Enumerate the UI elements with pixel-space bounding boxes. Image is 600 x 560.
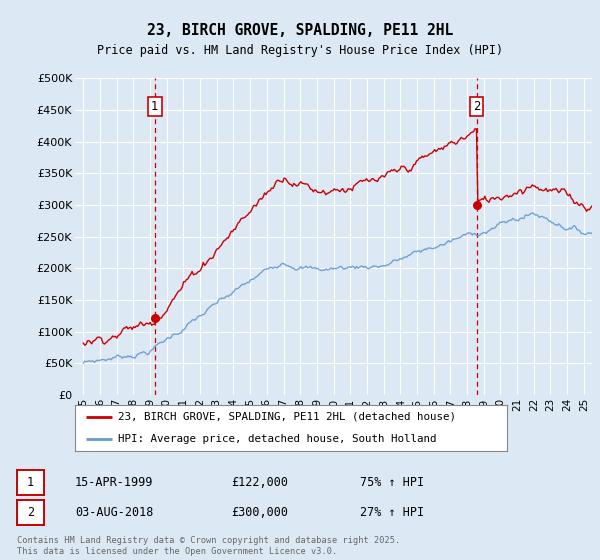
- Text: 23, BIRCH GROVE, SPALDING, PE11 2HL: 23, BIRCH GROVE, SPALDING, PE11 2HL: [147, 24, 453, 38]
- Text: 15-APR-1999: 15-APR-1999: [75, 476, 154, 489]
- Text: £300,000: £300,000: [231, 506, 288, 519]
- Text: 03-AUG-2018: 03-AUG-2018: [75, 506, 154, 519]
- Text: HPI: Average price, detached house, South Holland: HPI: Average price, detached house, Sout…: [118, 434, 437, 444]
- Text: 75% ↑ HPI: 75% ↑ HPI: [360, 476, 424, 489]
- Text: Price paid vs. HM Land Registry's House Price Index (HPI): Price paid vs. HM Land Registry's House …: [97, 44, 503, 57]
- Text: 1: 1: [27, 476, 34, 489]
- Text: 23, BIRCH GROVE, SPALDING, PE11 2HL (detached house): 23, BIRCH GROVE, SPALDING, PE11 2HL (det…: [118, 412, 456, 422]
- Text: 27% ↑ HPI: 27% ↑ HPI: [360, 506, 424, 519]
- Text: 2: 2: [27, 506, 34, 519]
- Text: £122,000: £122,000: [231, 476, 288, 489]
- Text: Contains HM Land Registry data © Crown copyright and database right 2025.
This d: Contains HM Land Registry data © Crown c…: [17, 536, 400, 556]
- Text: 1: 1: [151, 100, 158, 113]
- Text: 2: 2: [473, 100, 481, 113]
